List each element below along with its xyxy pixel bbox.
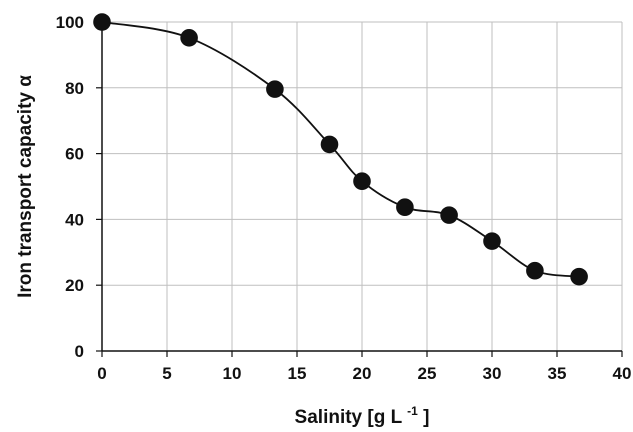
x-axis-label-main: Salinity [g L	[295, 407, 403, 428]
data-point-8	[526, 261, 544, 280]
points	[93, 13, 588, 286]
fit-curve	[101, 21, 580, 278]
x-tick-label-15: 15	[288, 364, 307, 383]
grid-lines	[102, 21, 623, 351]
x-tick-label-5: 5	[162, 364, 171, 383]
data-point-7	[483, 232, 501, 250]
data-point-9	[570, 267, 588, 286]
x-tick-label-40: 40	[613, 364, 632, 383]
data-point-6	[440, 206, 458, 224]
x-tick-label-20: 20	[353, 364, 372, 383]
data-point-2	[266, 80, 284, 98]
x-axis-label: Salinity [g L -1 ]	[295, 399, 430, 428]
y-tick-label-80: 80	[65, 79, 84, 98]
data-point-5	[396, 198, 414, 217]
x-tick-label-10: 10	[223, 364, 242, 383]
x-tick-label-35: 35	[548, 364, 567, 383]
data-point-1	[180, 28, 198, 47]
y-tick-label-60: 60	[65, 145, 84, 164]
x-tick-label-0: 0	[97, 364, 106, 383]
x-tick-label-25: 25	[418, 364, 437, 383]
x-tick-label-30: 30	[483, 364, 502, 383]
data-point-3	[320, 135, 339, 154]
y-tick-label-0: 0	[75, 342, 84, 361]
data-point-0	[93, 13, 111, 31]
x-axis-label-suffix: ]	[423, 407, 429, 428]
x-axis-label-superscript: -1	[407, 404, 418, 418]
data-point-4	[353, 172, 371, 191]
y-tick-label-20: 20	[65, 276, 84, 295]
y-tick-label-40: 40	[65, 210, 84, 229]
tick-labels: 0 5 10 15 20 25 30 35 40 0 20 40 60 80 100	[56, 13, 632, 383]
y-axis-label: Iron transport capacity α	[15, 75, 36, 298]
series-curve	[101, 21, 580, 278]
y-tick-label-100: 100	[56, 13, 84, 32]
ticks	[96, 21, 623, 357]
